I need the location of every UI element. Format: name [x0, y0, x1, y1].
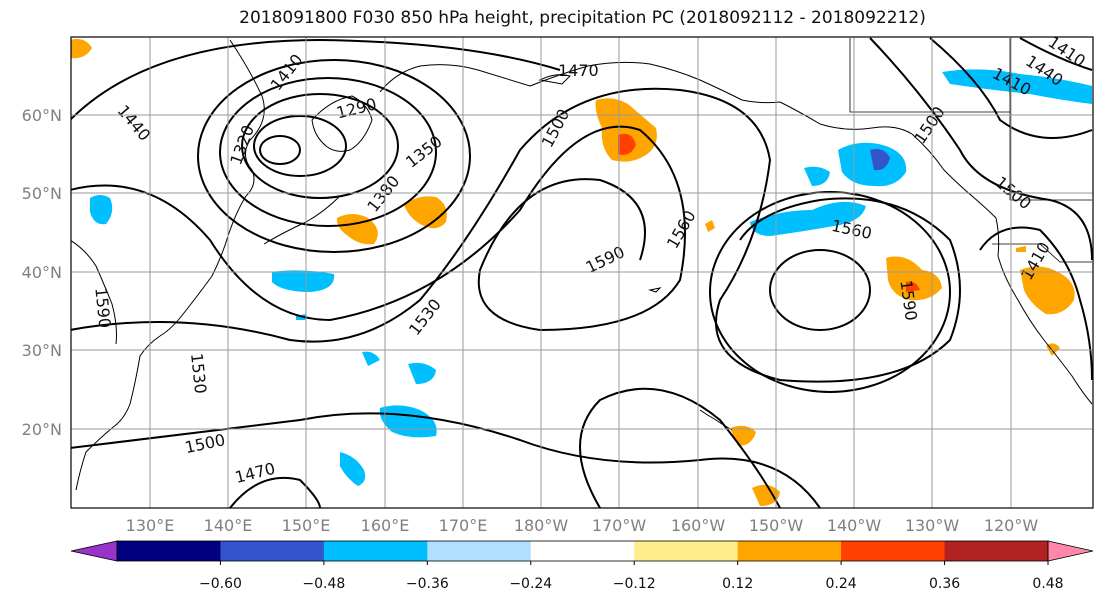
colorbar-tick-label: −0.60 [199, 576, 242, 592]
longitude-tick-label: 130°W [905, 516, 960, 535]
colorbar-tick-label: −0.24 [509, 576, 552, 592]
longitude-tick-label: 140°E [204, 516, 253, 535]
map-plot-area: 1410 1290 1320 1350 1380 1470 1500 1440 … [71, 37, 1093, 508]
colorbar-swatch [117, 541, 221, 561]
colorbar-swatch [841, 541, 946, 561]
colorbar-tick-label: 0.48 [1032, 576, 1063, 592]
longitude-tick-label: 170°W [592, 516, 647, 535]
colorbar-swatch [634, 541, 739, 561]
longitude-tick-label: 150°W [749, 516, 804, 535]
latitude-tick-labels: 20°N 30°N 40°N 50°N 60°N [22, 106, 62, 439]
colorbar-tick-label: −0.48 [302, 576, 345, 592]
colorbar-swatch [944, 541, 1049, 561]
colorbar-extend-high [1047, 540, 1094, 562]
longitude-tick-label: 150°E [282, 516, 331, 535]
map-frame [70, 36, 1094, 509]
colorbar-swatch [323, 541, 428, 561]
shaded-negative-anomalies [90, 69, 1092, 486]
figure-title: 2018091800 F030 850 hPa height, precipit… [239, 8, 926, 28]
colorbar-tick-label: −0.12 [613, 576, 656, 592]
longitude-tick-label: 130°E [126, 516, 175, 535]
latitude-tick-label: 20°N [22, 420, 62, 439]
colorbar-swatch [530, 541, 635, 561]
latitude-tick-label: 40°N [22, 263, 62, 282]
height-contours [71, 37, 1093, 508]
colorbar: −0.60 −0.48 −0.36 −0.24 −0.12 0.12 0.24 0.36 0.4… [70, 540, 1094, 592]
colorbar-swatch [737, 541, 842, 561]
colorbar-tick-label: 0.36 [929, 576, 960, 592]
latitude-tick-label: 30°N [22, 341, 62, 360]
longitude-tick-label: 170°E [439, 516, 488, 535]
gridlines [71, 37, 1093, 508]
colorbar-tick-label: −0.36 [406, 576, 449, 592]
longitude-tick-label: 120°W [984, 516, 1039, 535]
colorbar-tick-label: 0.12 [722, 576, 753, 592]
colorbar-outline [116, 540, 1049, 562]
longitude-tick-label: 160°E [361, 516, 410, 535]
latitude-tick-label: 50°N [22, 184, 62, 203]
contour-label: 1470 [558, 61, 599, 80]
contour-label: 1590 [91, 287, 114, 329]
colorbar-extend-low [70, 540, 118, 562]
longitude-tick-labels: 130°E 140°E 150°E 160°E 170°E 180°W 170°W 160°W… [126, 516, 1039, 535]
longitude-tick-label: 160°W [671, 516, 726, 535]
coastlines [71, 39, 1093, 491]
latitude-tick-label: 60°N [22, 106, 62, 125]
colorbar-swatch [427, 541, 532, 561]
contour-label: 1530 [187, 352, 210, 394]
colorbar-swatch [220, 541, 325, 561]
colorbar-tick-label: 0.24 [826, 576, 857, 592]
longitude-tick-label: 180°W [514, 516, 569, 535]
longitude-tick-label: 140°W [827, 516, 882, 535]
